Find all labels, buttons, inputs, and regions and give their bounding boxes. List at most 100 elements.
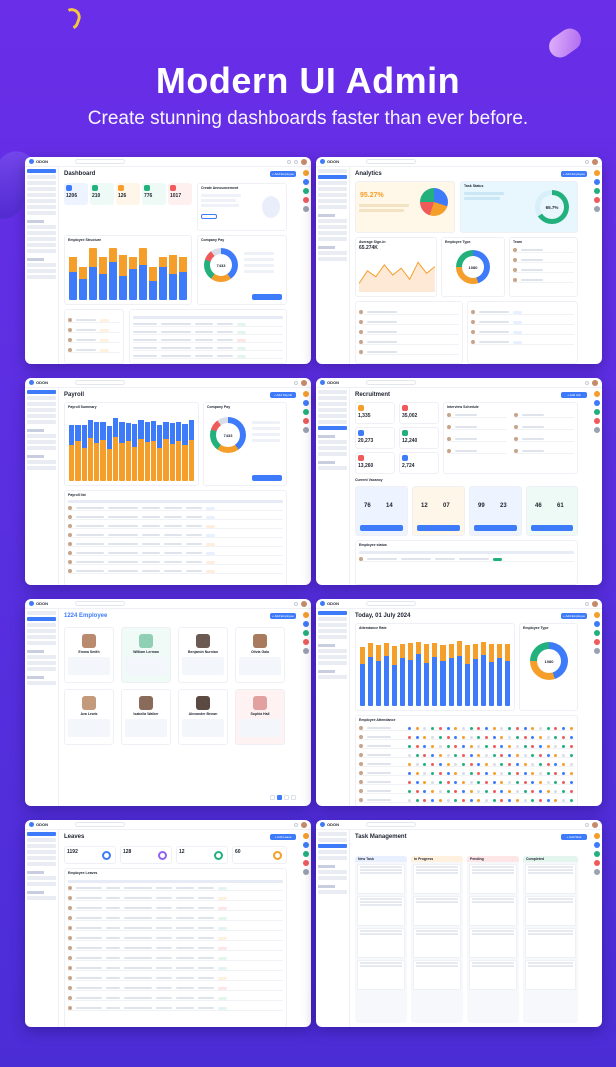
sidebar-item[interactable] xyxy=(318,635,347,639)
add-task-button[interactable]: + Add Task xyxy=(561,834,587,840)
sidebar-item[interactable] xyxy=(318,466,347,470)
sidebar-item-recruitment[interactable] xyxy=(318,426,347,430)
sidebar-item[interactable] xyxy=(318,655,347,659)
task-card[interactable] xyxy=(469,896,517,926)
sidebar-item[interactable] xyxy=(318,402,347,406)
sidebar-item[interactable] xyxy=(318,440,347,444)
sidebar-item[interactable] xyxy=(318,623,347,627)
add-employee-button[interactable]: + Add Employee xyxy=(561,613,587,619)
search-input[interactable] xyxy=(366,380,416,385)
employee-card[interactable]: Sophia Hall xyxy=(235,689,285,745)
sidebar-item[interactable] xyxy=(27,199,56,203)
task-card[interactable] xyxy=(413,928,461,958)
task-card[interactable] xyxy=(357,864,405,894)
sidebar-item-analytics[interactable] xyxy=(318,175,347,179)
search-input[interactable] xyxy=(75,601,125,606)
avatar[interactable] xyxy=(592,158,598,165)
sidebar-item[interactable] xyxy=(318,169,347,173)
avatar[interactable] xyxy=(592,379,598,386)
bell-icon[interactable] xyxy=(294,159,298,164)
sidebar-item[interactable] xyxy=(318,225,347,229)
add-payroll-button[interactable]: + Add Payroll xyxy=(270,392,296,398)
task-card[interactable] xyxy=(525,896,576,926)
sidebar-item-dashboard[interactable] xyxy=(27,169,56,173)
sidebar-item[interactable] xyxy=(27,838,56,842)
sidebar-item[interactable] xyxy=(318,629,347,633)
sidebar-item[interactable] xyxy=(27,844,56,848)
sidebar-item-leaves[interactable] xyxy=(27,832,56,836)
sidebar-item[interactable] xyxy=(27,882,56,886)
sidebar-item[interactable] xyxy=(318,420,347,424)
sidebar-item[interactable] xyxy=(318,661,347,665)
employee-card[interactable]: Isabella Walker xyxy=(121,689,171,745)
bell-icon[interactable] xyxy=(294,822,298,827)
sidebar-item[interactable] xyxy=(27,611,56,615)
sidebar-item[interactable] xyxy=(318,199,347,203)
sidebar-item[interactable] xyxy=(318,219,347,223)
sidebar-item[interactable] xyxy=(27,231,56,235)
bell-icon[interactable] xyxy=(585,380,589,385)
add-employee-button[interactable]: + Add Employee xyxy=(270,171,296,177)
sidebar-item[interactable] xyxy=(318,675,347,679)
sidebar-item[interactable] xyxy=(318,193,347,197)
sidebar-item[interactable] xyxy=(27,402,56,406)
avatar[interactable] xyxy=(301,379,307,386)
sidebar-item[interactable] xyxy=(27,263,56,267)
bell-icon[interactable] xyxy=(585,159,589,164)
sidebar-item[interactable] xyxy=(27,175,56,179)
sidebar-item[interactable] xyxy=(318,205,347,209)
sidebar-item[interactable] xyxy=(27,446,56,450)
sidebar-item[interactable] xyxy=(27,181,56,185)
avatar[interactable] xyxy=(592,821,598,828)
sidebar-item[interactable] xyxy=(27,460,56,464)
sidebar-item[interactable] xyxy=(27,434,56,438)
employee-card[interactable]: Ava Lewis xyxy=(64,689,114,745)
sidebar-item[interactable] xyxy=(27,856,56,860)
search-input[interactable] xyxy=(366,159,416,164)
sidebar-item[interactable] xyxy=(318,856,347,860)
sidebar-item[interactable] xyxy=(318,390,347,394)
sidebar-item[interactable] xyxy=(318,838,347,842)
bell-icon[interactable] xyxy=(585,601,589,606)
sidebar-item[interactable] xyxy=(318,617,347,621)
task-card[interactable] xyxy=(413,864,461,894)
task-card[interactable] xyxy=(469,960,517,990)
task-card[interactable] xyxy=(413,896,461,926)
sidebar-item[interactable] xyxy=(27,205,56,209)
sidebar-item[interactable] xyxy=(27,466,56,470)
sidebar-item[interactable] xyxy=(27,440,56,444)
sidebar-item[interactable] xyxy=(318,850,347,854)
sidebar-item[interactable] xyxy=(318,446,347,450)
task-card[interactable] xyxy=(357,928,405,958)
sidebar-item[interactable] xyxy=(27,641,56,645)
sidebar-item[interactable] xyxy=(318,870,347,874)
sidebar-item[interactable] xyxy=(27,420,56,424)
sidebar-item[interactable] xyxy=(27,667,56,671)
sidebar-item[interactable] xyxy=(318,832,347,836)
sidebar-item[interactable] xyxy=(27,635,56,639)
task-card[interactable] xyxy=(357,960,405,990)
sidebar-item[interactable] xyxy=(318,414,347,418)
sidebar-item[interactable] xyxy=(27,629,56,633)
task-card[interactable] xyxy=(525,864,576,894)
sidebar-item-attendance[interactable] xyxy=(318,611,347,615)
sidebar-item[interactable] xyxy=(318,187,347,191)
task-card[interactable] xyxy=(469,928,517,958)
sidebar-item[interactable] xyxy=(318,237,347,241)
sidebar-item[interactable] xyxy=(318,396,347,400)
sidebar-item[interactable] xyxy=(27,249,56,253)
sidebar-item[interactable] xyxy=(318,890,347,894)
sidebar-item[interactable] xyxy=(318,452,347,456)
sidebar-item[interactable] xyxy=(318,181,347,185)
sidebar-item[interactable] xyxy=(27,269,56,273)
add-employee-button[interactable]: + Add Employee xyxy=(270,613,296,619)
sidebar-item[interactable] xyxy=(318,251,347,255)
search-input[interactable] xyxy=(366,601,416,606)
sidebar-item[interactable] xyxy=(318,408,347,412)
sidebar-item[interactable] xyxy=(318,257,347,261)
search-input[interactable] xyxy=(366,822,416,827)
sidebar-item[interactable] xyxy=(27,896,56,900)
sidebar-item[interactable] xyxy=(27,408,56,412)
sidebar-item[interactable] xyxy=(27,850,56,854)
bell-icon[interactable] xyxy=(294,601,298,606)
